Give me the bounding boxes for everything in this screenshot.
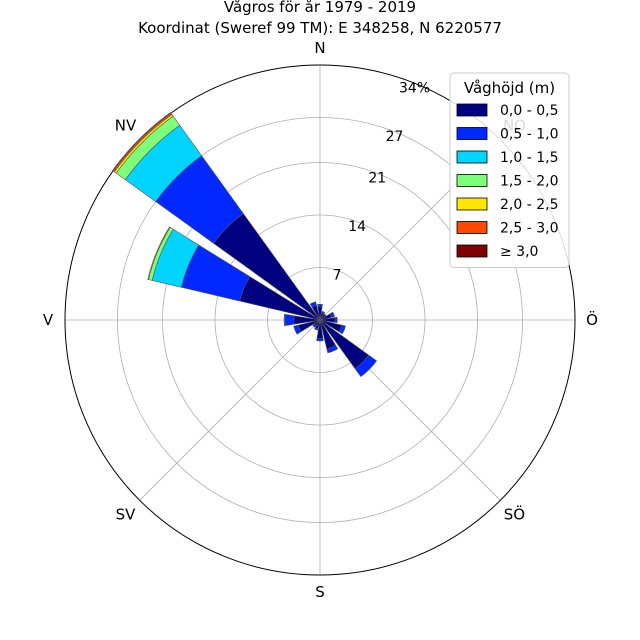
legend-label: 0,5 - 1,0 [500, 127, 558, 143]
radial-tick-label: 27 [386, 129, 404, 145]
rose-bar [338, 324, 346, 335]
legend-swatch [456, 221, 488, 234]
legend-label: ≥ 3,0 [500, 244, 538, 260]
rose-bar [112, 112, 172, 172]
compass-label-N: N [314, 39, 325, 57]
compass-label-SV: SV [116, 505, 137, 523]
rose-bar [326, 345, 339, 354]
chart-title-line-2: Koordinat (Sweref 99 TM): E 348258, N 62… [138, 19, 502, 37]
rose-bar [334, 316, 338, 324]
legend-swatch [456, 103, 488, 117]
legend-swatch [456, 127, 488, 140]
rose-bar [147, 226, 171, 280]
rose-bar [316, 338, 324, 342]
chart-title-line-1: Vågros för år 1979 - 2019 [224, 0, 416, 16]
compass-label-NV: NV [115, 117, 137, 135]
legend-label: 1,0 - 1,5 [500, 150, 558, 166]
legend-swatch [456, 244, 488, 258]
rose-bar [329, 311, 335, 318]
rose-bar [312, 323, 317, 328]
radial-tick-label: 21 [368, 170, 386, 186]
rose-bar [317, 303, 323, 308]
legend-label: 1,5 - 2,0 [500, 174, 558, 190]
rose-bar [321, 310, 326, 315]
rose-bar [283, 313, 286, 327]
legend-box [449, 72, 570, 268]
radial-tick-label: 34% [399, 80, 430, 96]
rose-bar [293, 324, 302, 335]
compass-label-Ö: Ö [586, 310, 598, 329]
radial-tick-label: 7 [333, 267, 342, 283]
rose-bars [112, 112, 378, 378]
legend-title: Våghöjd (m) [464, 79, 555, 97]
legend-label: 2,0 - 2,5 [500, 197, 558, 213]
legend-label: 0,0 - 0,5 [500, 103, 558, 119]
grid-spoke [139, 319, 321, 501]
rose-bar [314, 327, 319, 331]
compass-label-S: S [315, 583, 325, 601]
legend-swatch [456, 174, 488, 187]
compass-label-SÖ: SÖ [504, 504, 525, 523]
legend-label: 2,5 - 3,0 [500, 221, 558, 237]
legend-swatch [456, 150, 488, 164]
rose-bar [354, 354, 378, 378]
rose-bar [309, 301, 317, 308]
outer-circle [64, 64, 576, 576]
legend: Våghöjd (m) 0,0 - 0,5 0,5 - 1,0 1,0 - 1,5 1,… [449, 72, 570, 268]
compass-label-V: V [43, 311, 54, 329]
radial-tick-label: 14 [348, 219, 366, 235]
legend-swatch [456, 197, 488, 211]
rose-bar [284, 314, 295, 326]
rose-bar [323, 313, 327, 317]
